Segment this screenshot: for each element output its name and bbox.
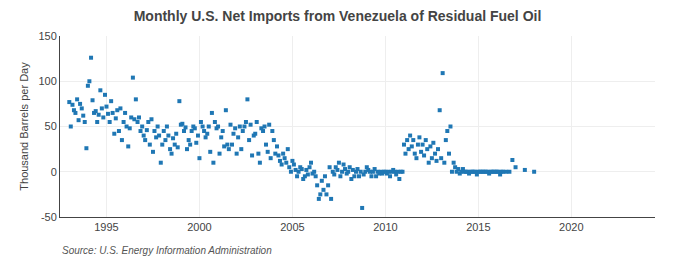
svg-text:-50: -50 [41,211,57,223]
svg-text:Source: U.S. Energy Informatio: Source: U.S. Energy Information Administ… [62,245,272,256]
svg-text:2000: 2000 [187,221,211,233]
svg-text:Monthly U.S. Net Imports from: Monthly U.S. Net Imports from Venezuela … [134,8,542,24]
svg-text:2010: 2010 [373,221,397,233]
svg-text:150: 150 [38,30,56,42]
svg-text:1995: 1995 [94,221,118,233]
svg-text:2015: 2015 [466,221,490,233]
svg-text:0: 0 [51,166,57,178]
svg-text:Thousand Barrels per Day: Thousand Barrels per Day [18,62,30,191]
svg-text:2005: 2005 [280,221,304,233]
svg-text:100: 100 [38,75,56,87]
svg-text:50: 50 [45,120,57,132]
svg-text:2020: 2020 [559,221,583,233]
